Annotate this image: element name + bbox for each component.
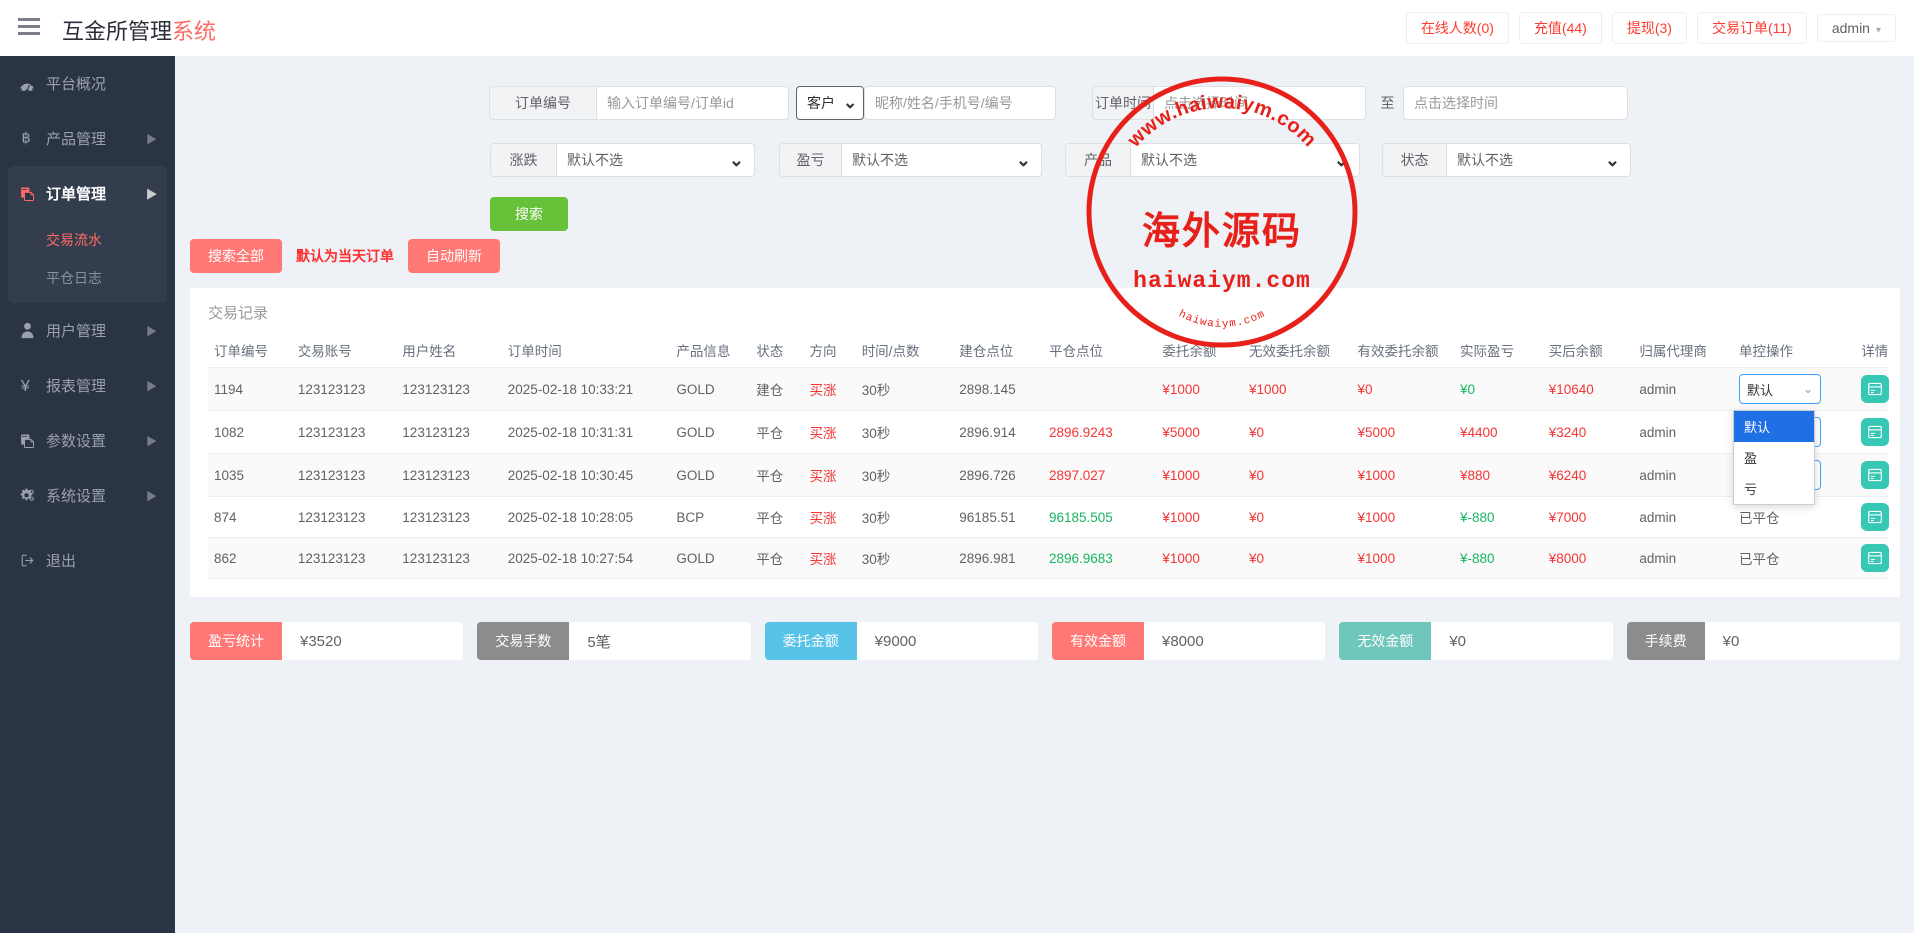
svg-text:฿: ฿ bbox=[21, 131, 30, 147]
svg-text:¥: ¥ bbox=[20, 377, 30, 394]
